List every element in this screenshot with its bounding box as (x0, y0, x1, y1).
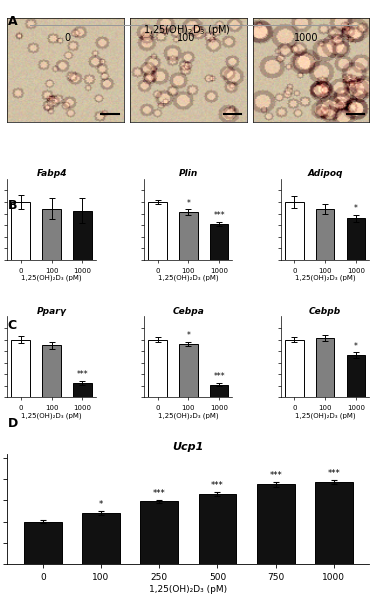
Title: Plin: Plin (179, 169, 198, 178)
Text: ***: *** (153, 488, 166, 497)
Text: ***: *** (213, 372, 225, 381)
Bar (347, 355, 365, 397)
X-axis label: 1,25(OH)₂D₃ (pM): 1,25(OH)₂D₃ (pM) (21, 412, 82, 419)
Title: Adipoq: Adipoq (307, 169, 343, 178)
Bar (148, 202, 167, 260)
Bar (42, 209, 61, 260)
Bar (316, 338, 335, 397)
Bar (257, 484, 295, 564)
Text: ***: *** (213, 211, 225, 220)
Bar (42, 346, 61, 397)
Text: *: * (186, 199, 190, 208)
Bar (316, 209, 335, 260)
Bar (179, 212, 198, 260)
Text: 1,25(OH)$_2$D$_3$ (pM): 1,25(OH)$_2$D$_3$ (pM) (142, 23, 231, 37)
Bar (198, 494, 236, 564)
X-axis label: 1,25(OH)₂D₃ (pM): 1,25(OH)₂D₃ (pM) (295, 412, 355, 419)
Text: *: * (186, 331, 190, 340)
X-axis label: 1,25(OH)₂D₃ (pM): 1,25(OH)₂D₃ (pM) (295, 275, 355, 281)
Bar (179, 344, 198, 397)
Text: 0: 0 (64, 33, 70, 43)
Text: 1000: 1000 (294, 33, 318, 43)
Bar (24, 521, 62, 564)
Bar (12, 340, 30, 397)
X-axis label: 1,25(OH)₂D₃ (pM): 1,25(OH)₂D₃ (pM) (158, 275, 219, 281)
Title: Ucp1: Ucp1 (173, 442, 204, 452)
Text: D: D (7, 417, 18, 430)
Text: ***: *** (76, 370, 88, 379)
Bar (73, 383, 92, 397)
Bar (73, 211, 92, 260)
Title: Cebpa: Cebpa (172, 307, 204, 316)
Bar (140, 502, 178, 564)
Bar (285, 202, 304, 260)
Text: B: B (7, 199, 17, 212)
Bar (315, 482, 353, 564)
Bar (82, 513, 120, 564)
Bar (210, 224, 229, 260)
Text: *: * (99, 500, 103, 509)
Text: *: * (354, 341, 358, 350)
Bar (347, 218, 365, 260)
X-axis label: 1,25(OH)₂D₃ (pM): 1,25(OH)₂D₃ (pM) (21, 275, 82, 281)
Title: Fabp4: Fabp4 (36, 169, 67, 178)
X-axis label: 1,25(OH)₂D₃ (pM): 1,25(OH)₂D₃ (pM) (149, 585, 228, 594)
Bar (148, 340, 167, 397)
Text: *: * (354, 204, 358, 213)
Text: 100: 100 (177, 33, 196, 43)
Bar (12, 202, 30, 260)
Text: A: A (7, 15, 17, 28)
Title: Cebpb: Cebpb (309, 307, 341, 316)
Bar (210, 385, 229, 397)
Title: Pparγ: Pparγ (37, 307, 66, 316)
Bar (285, 340, 304, 397)
Text: ***: *** (211, 481, 224, 490)
X-axis label: 1,25(OH)₂D₃ (pM): 1,25(OH)₂D₃ (pM) (158, 412, 219, 419)
Text: ***: *** (327, 469, 340, 478)
Text: ***: *** (269, 471, 282, 480)
Text: C: C (7, 319, 16, 332)
